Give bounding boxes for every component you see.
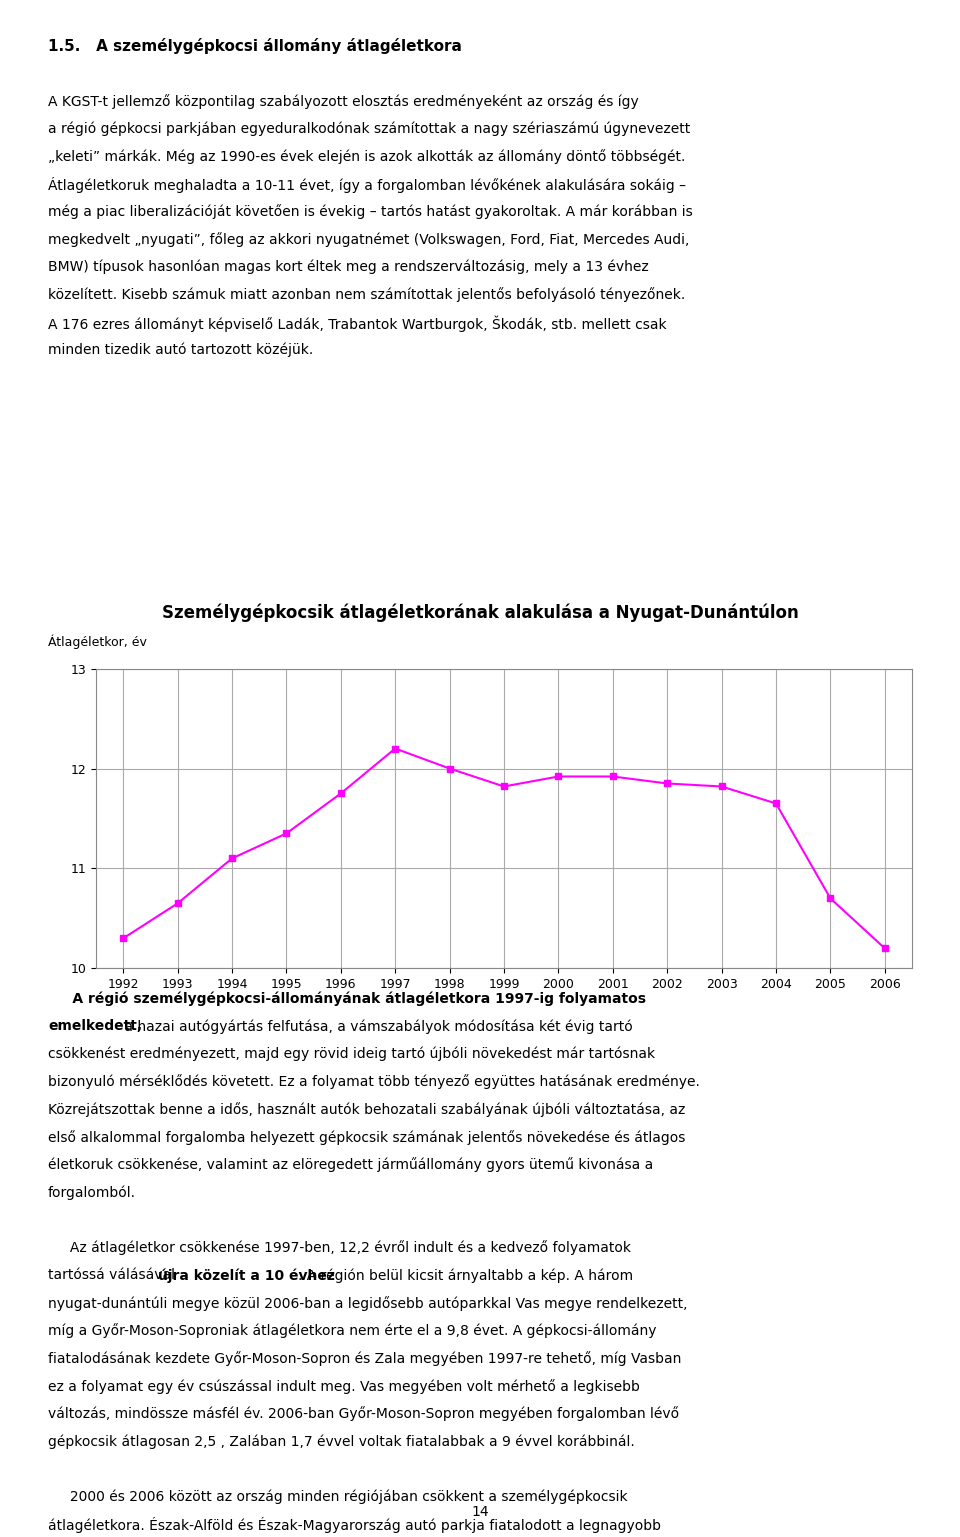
- Text: még a piac liberalizációját követően is évekig – tartós hatást gyakoroltak. A má: még a piac liberalizációját követően is …: [48, 204, 693, 220]
- Text: . A régión belül kicsit árnyaltabb a kép. A három: . A régión belül kicsit árnyaltabb a kép…: [298, 1268, 633, 1282]
- Text: újra közelít a 10 évhez: újra közelít a 10 évhez: [158, 1268, 335, 1282]
- Text: a hazai autógyártás felfutása, a vámszabályok módosítása két évig tartó: a hazai autógyártás felfutása, a vámszab…: [120, 1019, 633, 1033]
- Text: Átlagéletkor, év: Átlagéletkor, év: [48, 635, 147, 649]
- Text: Közrejátszottak benne a idős, használt autók behozatali szabályának újbóli válto: Közrejátszottak benne a idős, használt a…: [48, 1102, 685, 1117]
- Text: csökkenést eredményezett, majd egy rövid ideig tartó újbóli növekedést már tartó: csökkenést eredményezett, majd egy rövid…: [48, 1047, 655, 1061]
- Text: bizonyuló mérséklődés követett. Ez a folyamat több tényező együttes hatásának er: bizonyuló mérséklődés követett. Ez a fol…: [48, 1074, 700, 1090]
- Text: nyugat-dunántúli megye közül 2006-ban a legidősebb autóparkkal Vas megye rendelk: nyugat-dunántúli megye közül 2006-ban a …: [48, 1296, 687, 1311]
- Text: 14: 14: [471, 1505, 489, 1519]
- Text: megkedvelt „nyugati”, főleg az akkori nyugatnémet (Volkswagen, Ford, Fiat, Merce: megkedvelt „nyugati”, főleg az akkori ny…: [48, 232, 689, 247]
- Text: emelkedett,: emelkedett,: [48, 1019, 142, 1033]
- Text: A 176 ezres állományt képviselő Ladák, Trabantok Wartburgok, Škodák, stb. mellet: A 176 ezres állományt képviselő Ladák, T…: [48, 315, 666, 332]
- Text: életkoruk csökkenése, valamint az elöregedett járműállomány gyors ütemű kivonása: életkoruk csökkenése, valamint az elöreg…: [48, 1157, 653, 1173]
- Text: A régió személygépkocsi-állományának átlagéletkora 1997-ig folyamatos: A régió személygépkocsi-állományának átl…: [48, 991, 646, 1005]
- Text: 1.5.   A személygépkocsi állomány átlagéletkora: 1.5. A személygépkocsi állomány átlagéle…: [48, 38, 462, 54]
- Text: közelített. Kisebb számuk miatt azonban nem számítottak jelentős befolyásoló tén: közelített. Kisebb számuk miatt azonban …: [48, 287, 685, 303]
- Text: Az átlagéletkor csökkenése 1997-ben, 12,2 évről indult és a kedvező folyamatok: Az átlagéletkor csökkenése 1997-ben, 12,…: [48, 1240, 631, 1256]
- Text: míg a Győr-Moson-Soproniak átlagéletkora nem érte el a 9,8 évet. A gépkocsi-állo: míg a Győr-Moson-Soproniak átlagéletkora…: [48, 1323, 657, 1339]
- Text: forgalomból.: forgalomból.: [48, 1185, 136, 1199]
- Text: gépkocsik átlagosan 2,5 , Zalában 1,7 évvel voltak fiatalabbak a 9 évvel korábbi: gépkocsik átlagosan 2,5 , Zalában 1,7 év…: [48, 1434, 635, 1448]
- Text: első alkalommal forgalomba helyezett gépkocsik számának jelentős növekedése és á: első alkalommal forgalomba helyezett gép…: [48, 1130, 685, 1145]
- Text: átlagéletkora. Észak-Alföld és Észak-Magyarország autó parkja fiatalodott a legn: átlagéletkora. Észak-Alföld és Észak-Mag…: [48, 1517, 661, 1532]
- Text: BMW) típusok hasonlóan magas kort éltek meg a rendszerváltozásig, mely a 13 évhe: BMW) típusok hasonlóan magas kort éltek …: [48, 260, 649, 274]
- Text: „keleti” márkák. Még az 1990-es évek elején is azok alkották az állomány döntő t: „keleti” márkák. Még az 1990-es évek ele…: [48, 149, 685, 164]
- Text: tartóssá válásával: tartóssá válásával: [48, 1268, 180, 1282]
- Text: ez a folyamat egy év csúszással indult meg. Vas megyében volt mérhető a legkiseb: ez a folyamat egy év csúszással indult m…: [48, 1379, 640, 1394]
- Text: Átlagéletkoruk meghaladta a 10-11 évet, így a forgalomban lévőkének alakulására : Átlagéletkoruk meghaladta a 10-11 évet, …: [48, 177, 686, 192]
- Text: A KGST-t jellemző központilag szabályozott elosztás eredményeként az ország és í: A KGST-t jellemző központilag szabályozo…: [48, 94, 638, 109]
- Text: változás, mindössze másfél év. 2006-ban Győr-Moson-Sopron megyében forgalomban l: változás, mindössze másfél év. 2006-ban …: [48, 1406, 679, 1422]
- Text: fiatalodásának kezdete Győr-Moson-Sopron és Zala megyében 1997-re tehető, míg Va: fiatalodásának kezdete Győr-Moson-Sopron…: [48, 1351, 682, 1366]
- Text: minden tizedik autó tartozott közéjük.: minden tizedik autó tartozott közéjük.: [48, 343, 313, 357]
- Text: a régió gépkocsi parkjában egyeduralkodónak számítottak a nagy szériaszámú úgyne: a régió gépkocsi parkjában egyeduralkodó…: [48, 121, 690, 135]
- Text: Személygépkocsik átlagéletkorának alakulása a Nyugat-Dunántúlon: Személygépkocsik átlagéletkorának alakul…: [161, 604, 799, 622]
- Text: 2000 és 2006 között az ország minden régiójában csökkent a személygépkocsik: 2000 és 2006 között az ország minden rég…: [48, 1489, 628, 1503]
